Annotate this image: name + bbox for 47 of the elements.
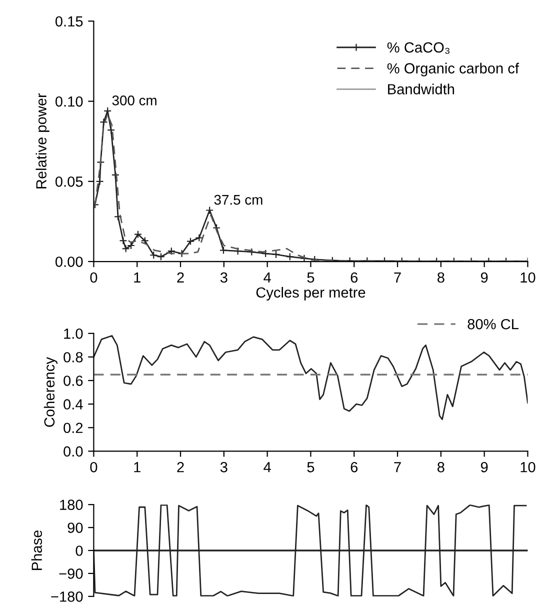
y-tick-label: 180 xyxy=(60,500,83,510)
x-tick-label: 8 xyxy=(438,462,444,472)
y-axis-title: Phase xyxy=(31,530,42,570)
annotation: 300 cm xyxy=(112,96,156,106)
x-axis-title: Cycles per metre xyxy=(256,286,366,301)
x-tick-label: 7 xyxy=(394,462,401,472)
y-axis-title: Coherency xyxy=(44,357,58,427)
x-tick-label: 8 xyxy=(438,272,444,283)
x-tick-label: 5 xyxy=(307,462,314,472)
y-tick-label: 0.6 xyxy=(64,376,83,386)
x-tick-label: 10 xyxy=(520,462,536,472)
y-tick-label: 0.8 xyxy=(64,352,83,362)
y-tick-label: 0 xyxy=(76,546,83,556)
x-tick-label: 2 xyxy=(177,272,184,283)
y-tick-label: 0.05 xyxy=(55,176,83,187)
y-tick-label: 0.00 xyxy=(55,256,83,267)
y-tick-label: 90 xyxy=(68,522,83,533)
x-tick-label: 2 xyxy=(177,462,184,472)
x-tick-label: 9 xyxy=(480,272,488,283)
legend-label: % Organic carbon cf xyxy=(387,62,520,76)
x-tick-label: 1 xyxy=(134,272,140,283)
x-tick-label: 5 xyxy=(307,272,314,283)
x-tick-label: 0 xyxy=(90,462,98,472)
x-tick-label: 7 xyxy=(394,272,401,283)
legend-label: Bandwidth xyxy=(388,84,454,94)
x-tick-label: 1 xyxy=(134,462,140,472)
annotation: 37.5 cm xyxy=(214,194,262,205)
y-tick-label: 0.4 xyxy=(64,399,83,410)
legend-label: % CaCO₃ xyxy=(387,42,450,54)
x-tick-label: 9 xyxy=(480,462,488,472)
y-tick-label: 1.0 xyxy=(64,328,83,339)
y-tick-label: 0.10 xyxy=(55,96,83,107)
x-tick-label: 3 xyxy=(220,272,228,283)
x-tick-label: 0 xyxy=(90,272,98,283)
y-tick-label: −90 xyxy=(59,568,83,579)
x-tick-label: 4 xyxy=(264,272,271,283)
y-axis-title: Relative power xyxy=(36,93,50,188)
x-tick-label: 4 xyxy=(264,462,271,472)
y-tick-label: 0.2 xyxy=(64,422,83,434)
y-tick-label: −180 xyxy=(51,591,83,602)
legend-label: 80% CL xyxy=(468,318,518,330)
x-tick-label: 3 xyxy=(220,462,228,472)
x-tick-label: 6 xyxy=(350,272,358,283)
x-tick-label: 6 xyxy=(350,462,358,472)
y-tick-label: 0.0 xyxy=(64,446,83,457)
y-tick-label: 0.15 xyxy=(55,16,83,27)
x-tick-label: 10 xyxy=(520,272,536,283)
